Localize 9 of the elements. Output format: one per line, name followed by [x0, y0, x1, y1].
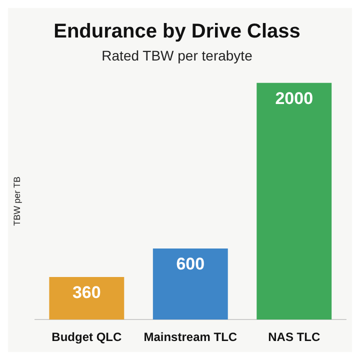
x-tick-label: NAS TLC — [268, 330, 320, 344]
x-tick-label: Budget QLC — [52, 330, 122, 344]
data-label: 600 — [176, 254, 205, 274]
data-label: 2000 — [275, 88, 314, 108]
chart-subtitle: Rated TBW per terabyte — [102, 47, 253, 64]
x-tick-label: Mainstream TLC — [144, 330, 238, 344]
y-axis-title: TBW per TB — [12, 176, 22, 226]
data-label: 360 — [72, 283, 101, 302]
chart-title: Endurance by Drive Class — [54, 20, 300, 43]
